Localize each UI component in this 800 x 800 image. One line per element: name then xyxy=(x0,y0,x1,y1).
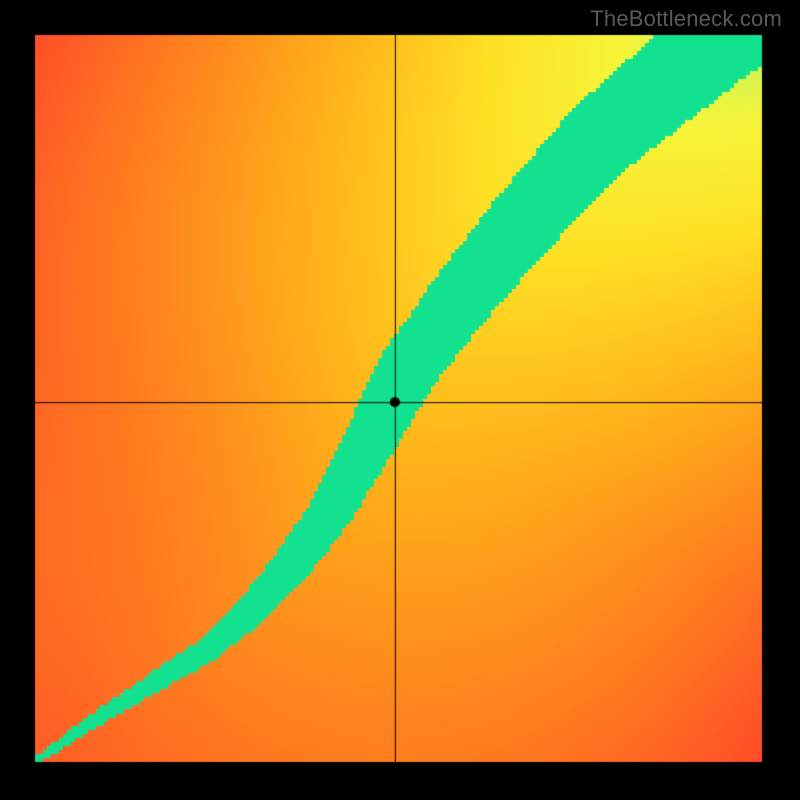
bottleneck-heatmap-canvas xyxy=(0,0,800,800)
watermark-text: TheBottleneck.com xyxy=(590,6,782,32)
chart-root: TheBottleneck.com xyxy=(0,0,800,800)
